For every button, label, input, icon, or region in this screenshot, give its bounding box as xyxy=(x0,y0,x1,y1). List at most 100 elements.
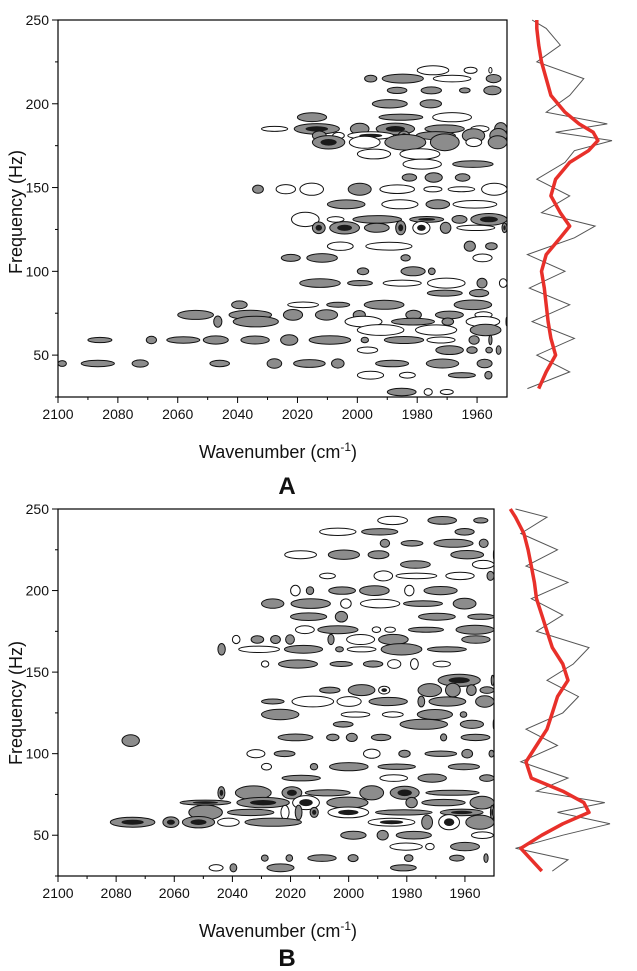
contour-blob xyxy=(468,335,480,345)
contour-blob xyxy=(326,241,354,251)
contour-peak xyxy=(312,809,317,815)
contour-blob xyxy=(433,538,474,548)
contour-blob xyxy=(455,624,495,635)
contour-blob xyxy=(452,597,477,610)
x-tick-label: 2060 xyxy=(159,885,190,901)
contour-blob xyxy=(359,598,401,609)
contour-blob xyxy=(317,625,359,635)
contour-blob xyxy=(328,586,357,595)
side-smooth-line xyxy=(508,508,591,873)
contour-peak xyxy=(397,789,412,797)
contour-peak xyxy=(320,139,337,146)
contour-blob xyxy=(395,830,432,840)
contour-blob xyxy=(466,346,478,354)
x-axis-title: Wavenumber (cm-1) xyxy=(199,440,357,462)
contour-blob xyxy=(467,613,495,620)
contour-blob xyxy=(356,346,379,354)
contour-blob xyxy=(424,172,443,183)
contour-blob xyxy=(282,309,304,321)
contour-blob xyxy=(463,240,476,252)
contour-blob xyxy=(403,600,443,607)
contour-blob xyxy=(382,279,422,287)
contour-blob xyxy=(387,659,402,669)
contour-blob xyxy=(408,626,444,633)
contour-blob xyxy=(232,315,279,328)
contour-peak xyxy=(491,808,494,816)
contour-blob xyxy=(362,660,384,668)
contour-blob xyxy=(335,646,344,653)
contour-blob xyxy=(399,371,416,379)
contour-peak xyxy=(417,224,426,231)
contour-blob xyxy=(405,796,418,809)
contour-blob xyxy=(417,695,426,708)
contour-blob xyxy=(390,864,417,872)
contour-peak xyxy=(121,819,144,825)
contour-blob xyxy=(460,733,491,742)
contour-blob xyxy=(386,86,408,95)
contour-blob xyxy=(347,854,359,863)
contour-blob xyxy=(305,586,315,595)
contour-blob xyxy=(399,718,449,730)
contour-blob xyxy=(476,277,488,289)
contour-blob xyxy=(278,659,318,669)
contour-blob xyxy=(469,289,490,298)
contour-blob xyxy=(329,661,353,667)
contour-peak xyxy=(192,801,219,804)
y-tick-label: 250 xyxy=(26,501,50,517)
contour-blob xyxy=(454,173,471,182)
contour-blob xyxy=(400,540,424,547)
panel-label-a: A xyxy=(278,473,295,500)
contour-blob xyxy=(329,762,369,772)
contour-blob xyxy=(384,134,427,151)
contour-blob xyxy=(227,808,275,817)
contour-blob xyxy=(461,635,491,644)
contour-blob xyxy=(421,814,434,830)
contour-blob xyxy=(473,517,489,524)
contour-blob xyxy=(451,215,468,224)
contour-blob xyxy=(290,584,301,597)
y-tick-label: 50 xyxy=(33,827,49,843)
contour-peak xyxy=(338,809,359,816)
contour-blob xyxy=(252,184,264,194)
contour-blob xyxy=(424,750,458,757)
contour-blob xyxy=(416,65,450,76)
contour-blob xyxy=(381,711,404,718)
contour-blob xyxy=(432,660,451,668)
y-tick-label: 100 xyxy=(26,746,50,762)
contour-peak xyxy=(166,819,175,825)
contour-blob xyxy=(453,299,493,311)
contour-blob xyxy=(378,633,409,646)
contour-blob xyxy=(326,796,369,809)
side-raw-line xyxy=(526,19,613,390)
contour-blob xyxy=(505,316,508,327)
contour-blob xyxy=(377,763,416,770)
contour-blob xyxy=(306,253,338,263)
contour-blob xyxy=(440,733,448,742)
contour-peak xyxy=(219,789,224,796)
contour-blob xyxy=(347,182,372,196)
contour-blob xyxy=(377,515,409,526)
contour-blob xyxy=(404,584,415,597)
contour-blob xyxy=(428,696,467,707)
contour-blob xyxy=(238,645,281,653)
contour-blob xyxy=(419,99,442,109)
contour-peak xyxy=(250,800,277,806)
axes: 2100 2080 2060 2040 2020 2000 1980 1960 50 100 150… xyxy=(26,501,481,901)
x-tick-label: 2100 xyxy=(42,885,73,901)
contour-blob xyxy=(434,310,464,320)
contour-blob xyxy=(326,216,345,223)
x-tick-label: 2020 xyxy=(275,885,306,901)
contour-blob xyxy=(417,683,443,698)
contour-blob xyxy=(261,708,300,721)
contour-blob xyxy=(287,301,320,309)
side-profile xyxy=(508,508,611,873)
contour-blob xyxy=(295,625,315,635)
y-tick-label: 200 xyxy=(26,96,50,112)
contour-blob xyxy=(483,85,502,96)
contour-blob xyxy=(314,309,339,321)
contour-blob xyxy=(492,549,495,560)
contour-blob xyxy=(340,830,367,840)
contour-blob xyxy=(57,360,67,367)
contour-blob xyxy=(299,278,341,288)
